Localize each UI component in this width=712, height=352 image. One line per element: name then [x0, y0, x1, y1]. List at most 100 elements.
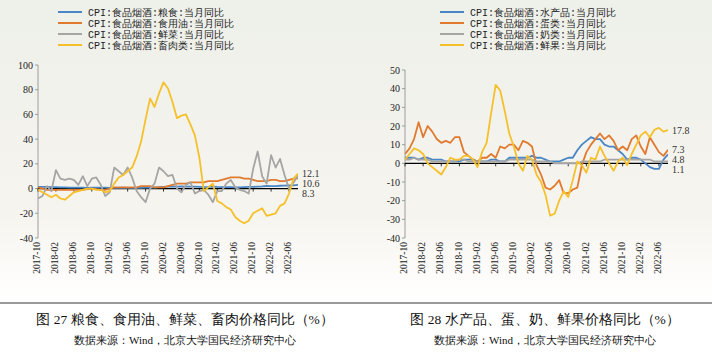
x-tick	[459, 163, 460, 166]
y-tick-label: 40	[390, 83, 400, 94]
x-tick-label: 2022-06	[283, 242, 293, 274]
x-tick-label: 2019-06	[490, 242, 500, 274]
legend-swatch	[58, 44, 82, 46]
x-tick	[622, 163, 623, 166]
x-tick-label: 2022-02	[265, 242, 275, 274]
legend-label: CPI:食品烟酒:鲜菜:当月同比	[88, 29, 224, 41]
y-tick	[35, 163, 38, 164]
y-tick-label: 0	[28, 183, 33, 194]
y-axis	[38, 65, 39, 238]
legend-swatch	[440, 44, 464, 46]
x-tick	[235, 189, 236, 192]
y-tick-label: 40	[23, 134, 33, 145]
x-tick-label: 2019-10	[508, 242, 518, 274]
x-tick	[405, 163, 406, 166]
x-tick	[271, 189, 272, 192]
x-tick	[163, 189, 164, 192]
x-tick	[145, 189, 146, 192]
y-tick-label: -40	[387, 233, 400, 244]
y-tick-label: -30	[387, 214, 400, 225]
legend-swatch	[440, 22, 464, 24]
x-tick-label: 2021-06	[229, 242, 239, 274]
plot-area	[405, 85, 668, 216]
y-tick	[35, 114, 38, 115]
y-tick	[402, 144, 405, 145]
y-tick-label: -40	[20, 233, 33, 244]
x-tick-label: 2017-10	[32, 242, 42, 274]
y-tick	[402, 107, 405, 108]
x-tick	[253, 189, 254, 192]
x-tick	[513, 163, 514, 166]
x-tick-label: 2022-06	[653, 242, 663, 274]
x-tick-label: 2020-06	[544, 242, 554, 274]
legend-label: CPI:食品烟酒:食用油:当月同比	[88, 18, 234, 30]
y-tick-label: -20	[20, 208, 33, 219]
chart-source: 数据来源：Wind，北京大学国民经济研究中心	[434, 334, 656, 346]
chart-title: 图 28 水产品、蛋、奶、鲜果价格同比（%）	[410, 312, 680, 327]
x-tick-label: 2021-02	[211, 242, 221, 274]
series-line	[405, 85, 668, 216]
y-tick-label: -10	[387, 177, 400, 188]
legend-swatch	[440, 11, 464, 13]
chart-root: -40-200204060801002017-102018-022018-062…	[0, 0, 712, 352]
chart-panel: -40-200204060801002017-102018-022018-062…	[18, 7, 334, 347]
x-tick-label: 2022-02	[635, 242, 645, 274]
y-tick	[35, 65, 38, 66]
y-tick	[35, 139, 38, 140]
end-label: 17.8	[672, 125, 690, 136]
x-tick-label: 2019-02	[472, 242, 482, 274]
y-tick-label: 20	[23, 158, 33, 169]
end-label: 1.1	[672, 164, 685, 175]
legend-swatch	[58, 11, 82, 13]
y-tick	[402, 182, 405, 183]
x-tick-label: 2018-06	[68, 242, 78, 274]
x-tick	[586, 163, 587, 166]
series-line	[38, 152, 298, 203]
x-tick-label: 2019-02	[104, 242, 114, 274]
x-tick-label: 2017-10	[399, 242, 409, 274]
x-tick-label: 2018-06	[435, 242, 445, 274]
series-line	[38, 82, 298, 223]
y-tick	[35, 213, 38, 214]
y-tick	[402, 163, 405, 164]
legend-label: CPI:食品烟酒:粮食:当月同比	[88, 7, 224, 19]
y-tick-label: 10	[390, 139, 400, 150]
legend-label: CPI:食品烟酒:蛋类:当月同比	[470, 18, 606, 30]
x-tick	[550, 163, 551, 166]
chart-title: 图 27 粮食、食用油、鲜菜、畜肉价格同比（%）	[36, 311, 334, 327]
series-line	[405, 122, 668, 193]
x-tick-label: 2021-06	[599, 242, 609, 274]
y-tick-label: 30	[390, 102, 400, 113]
x-tick-label: 2021-10	[247, 242, 257, 274]
y-tick-label: 100	[18, 60, 33, 71]
y-tick	[402, 126, 405, 127]
x-tick-label: 2018-10	[86, 242, 96, 274]
y-tick-label: 20	[390, 121, 400, 132]
separator	[0, 303, 712, 304]
y-tick-label: -20	[387, 195, 400, 206]
x-tick-label: 2019-06	[122, 242, 132, 274]
chart-panel: -40 -30 -20 -10 0 10 20 30 40 50 2017-10 2018-02 201…	[387, 7, 690, 347]
x-tick-label: 2018-02	[417, 242, 427, 274]
legend-label: CPI:食品烟酒:畜肉类:当月同比	[88, 40, 234, 52]
y-tick	[402, 238, 405, 239]
x-tick-label: 2019-10	[140, 242, 150, 274]
x-tick	[658, 163, 659, 166]
x-tick-label: 2018-02	[50, 242, 60, 274]
legend-label: CPI:食品烟酒:奶类:当月同比	[470, 29, 606, 41]
legend-swatch	[58, 22, 82, 24]
x-tick-label: 2021-02	[581, 242, 591, 274]
x-tick-label: 2020-02	[526, 242, 536, 274]
x-tick	[441, 163, 442, 166]
y-tick-label: 0	[395, 158, 400, 169]
x-tick-label: 2021-10	[617, 242, 627, 274]
y-tick	[402, 200, 405, 201]
legend-swatch	[440, 33, 464, 35]
y-tick	[402, 219, 405, 220]
legend-swatch	[58, 33, 82, 35]
x-tick-label: 2020-06	[176, 242, 186, 274]
x-tick-label: 2020-10	[194, 242, 204, 274]
legend-label: CPI:食品烟酒:水产品:当月同比	[470, 7, 616, 19]
x-tick	[604, 163, 605, 166]
y-tick-label: 50	[390, 65, 400, 76]
